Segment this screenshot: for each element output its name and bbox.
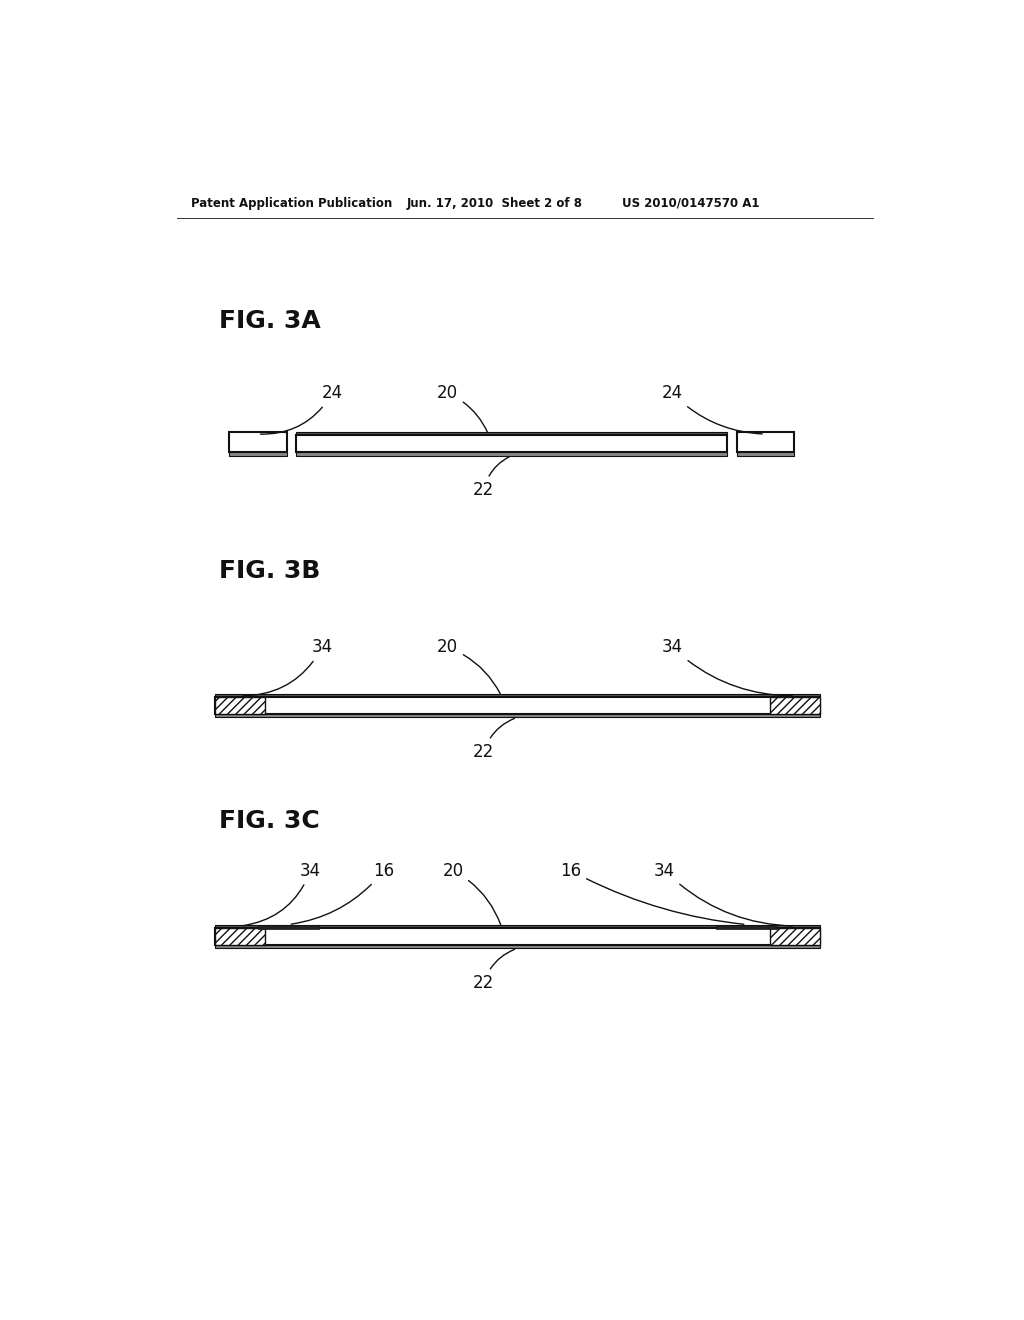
Bar bbox=[296, 451, 727, 455]
Text: US 2010/0147570 A1: US 2010/0147570 A1 bbox=[622, 197, 760, 210]
Bar bbox=[215, 945, 819, 949]
Text: FIG. 3C: FIG. 3C bbox=[219, 809, 319, 833]
Text: 34: 34 bbox=[662, 639, 793, 696]
Bar bbox=[215, 714, 819, 718]
Text: 22: 22 bbox=[473, 718, 514, 762]
Bar bbox=[215, 924, 819, 928]
Text: Jun. 17, 2010  Sheet 2 of 8: Jun. 17, 2010 Sheet 2 of 8 bbox=[407, 197, 583, 210]
Text: FIG. 3A: FIG. 3A bbox=[219, 309, 321, 333]
Bar bbox=[258, 924, 319, 929]
Text: 20: 20 bbox=[437, 384, 487, 432]
Text: 16: 16 bbox=[291, 862, 394, 924]
Bar bbox=[736, 432, 795, 451]
Bar bbox=[215, 693, 819, 697]
Text: 34: 34 bbox=[654, 862, 793, 927]
Bar bbox=[770, 697, 819, 714]
Bar bbox=[229, 432, 287, 451]
Text: 24: 24 bbox=[260, 384, 343, 434]
Bar bbox=[215, 697, 265, 714]
Bar bbox=[215, 697, 819, 714]
Text: 20: 20 bbox=[442, 862, 501, 925]
Bar bbox=[736, 451, 795, 455]
Text: Patent Application Publication: Patent Application Publication bbox=[190, 197, 392, 210]
Bar bbox=[770, 928, 819, 945]
Text: 34: 34 bbox=[243, 862, 322, 925]
Text: 34: 34 bbox=[243, 639, 333, 696]
Text: 20: 20 bbox=[437, 639, 501, 694]
Text: FIG. 3B: FIG. 3B bbox=[219, 558, 321, 583]
Bar bbox=[215, 928, 265, 945]
Bar bbox=[296, 434, 727, 451]
Text: 16: 16 bbox=[560, 862, 743, 924]
Bar bbox=[716, 924, 777, 929]
Text: 22: 22 bbox=[473, 457, 509, 499]
Text: 24: 24 bbox=[662, 384, 762, 434]
Bar bbox=[296, 432, 727, 434]
Bar bbox=[215, 928, 819, 945]
Bar bbox=[229, 451, 287, 455]
Text: 22: 22 bbox=[473, 949, 514, 993]
